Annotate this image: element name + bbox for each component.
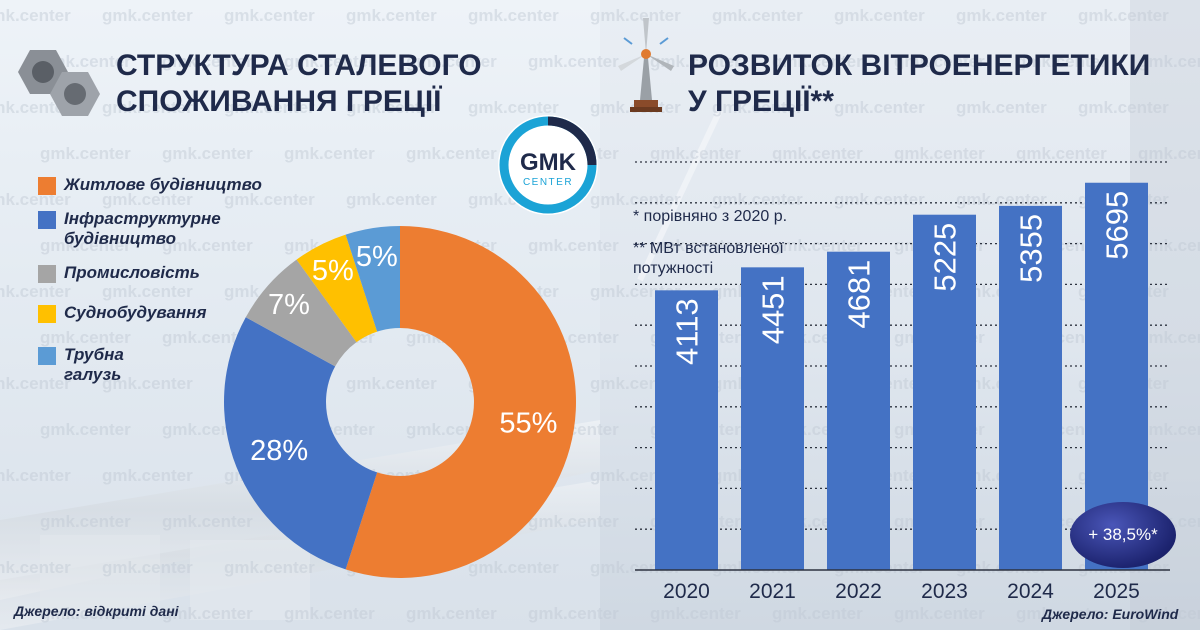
donut-slice [223, 317, 378, 570]
x-tick-label: 2022 [835, 580, 882, 603]
legend-label-line: Суднобудування [64, 303, 207, 322]
legend-label-line: будівництво [64, 229, 177, 248]
right-chart-title: РОЗВИТОК ВІТРОЕНЕРГЕТИКИ У ГРЕЦІЇ** [688, 48, 1150, 120]
legend-label: Промисловість [64, 263, 200, 283]
donut-slice [296, 234, 378, 343]
legend-item: Інфраструктурне будівництво [38, 209, 221, 249]
right-title-line1: РОЗВИТОК ВІТРОЕНЕРГЕТИКИ [688, 49, 1151, 82]
bar-chart: 4113 2020 4451 2021 4681 2022 5225 2023 5355 2024… [635, 161, 1170, 603]
x-tick-label: 2025 [1093, 580, 1140, 603]
legend-label: Житлове будівництво [64, 175, 262, 195]
legend-label: Інфраструктурне будівництво [64, 209, 221, 249]
bar-value-label: 4681 [842, 260, 877, 329]
donut-slice-label: 5% [312, 255, 354, 287]
left-title-line2: СПОЖИВАННЯ ГРЕЦІЇ [116, 85, 442, 118]
bar [913, 214, 976, 570]
bar [827, 251, 890, 570]
legend-item: Промисловість [38, 263, 200, 283]
legend-label: Трубна галузь [64, 345, 124, 385]
donut-slice [245, 259, 357, 367]
legend-swatch [38, 305, 56, 323]
note-compared-2020: * порівняно з 2020 р. [633, 208, 788, 225]
donut-slice-label: 55% [499, 407, 557, 439]
legend-swatch [38, 177, 56, 195]
left-title-line1: СТРУКТУРА СТАЛЕВОГО [116, 49, 482, 82]
legend-label-line: Промисловість [64, 263, 200, 282]
steel-nuts-icon [18, 50, 100, 116]
legend-label-line: Інфраструктурне [64, 209, 221, 228]
donut-slice-label: 28% [250, 435, 308, 467]
bar-value-label: 5355 [1014, 214, 1049, 283]
logo-sub-text: CENTER [523, 177, 573, 188]
x-tick-label: 2023 [921, 580, 968, 603]
legend-swatch [38, 265, 56, 283]
bar [655, 290, 718, 570]
note-mw-capacity: ** МВт встановленої потужності [633, 239, 784, 279]
legend-label-line: Житлове будівництво [64, 175, 262, 194]
donut-slice-label: 7% [268, 289, 310, 321]
legend-label-line: Трубна [64, 345, 124, 364]
right-title-line2: У ГРЕЦІЇ** [688, 85, 834, 118]
donut-chart: 55%28%7%5% 5% [223, 226, 576, 578]
gmk-logo: GMK CENTER [498, 115, 598, 215]
legend-item: Суднобудування [38, 303, 206, 323]
donut-slice [345, 226, 576, 578]
note-mw-line1: ** МВт встановленої [633, 240, 784, 257]
bar-value-label: 5695 [1100, 191, 1135, 260]
donut-slice [345, 226, 400, 332]
bar-value-label: 5225 [928, 223, 963, 292]
x-tick-label: 2021 [749, 580, 796, 603]
donut-slice-label: 5% [356, 241, 398, 273]
left-source: Джерело: відкриті дані [14, 603, 179, 619]
legend-swatch [38, 211, 56, 229]
bar-value-label: 4113 [670, 298, 705, 365]
bar [741, 267, 804, 570]
left-chart-title: СТРУКТУРА СТАЛЕВОГО СПОЖИВАННЯ ГРЕЦІЇ [116, 48, 482, 120]
logo-main-text: GMK [520, 149, 577, 176]
growth-badge: + 38,5%* [1070, 502, 1176, 568]
wind-turbine-icon [618, 18, 674, 112]
bar-value-label: 4451 [756, 275, 791, 344]
legend-swatch [38, 347, 56, 365]
bar [999, 205, 1062, 571]
right-source: Джерело: EuroWind [1042, 606, 1179, 622]
x-tick-label: 2020 [663, 580, 710, 603]
legend-label: Суднобудування [64, 303, 206, 323]
legend-item: Трубна галузь [38, 345, 124, 385]
x-tick-label: 2024 [1007, 580, 1054, 603]
legend-label-line: галузь [64, 365, 122, 384]
legend-item: Житлове будівництво [38, 175, 262, 195]
note-mw-line2: потужності [633, 260, 714, 277]
